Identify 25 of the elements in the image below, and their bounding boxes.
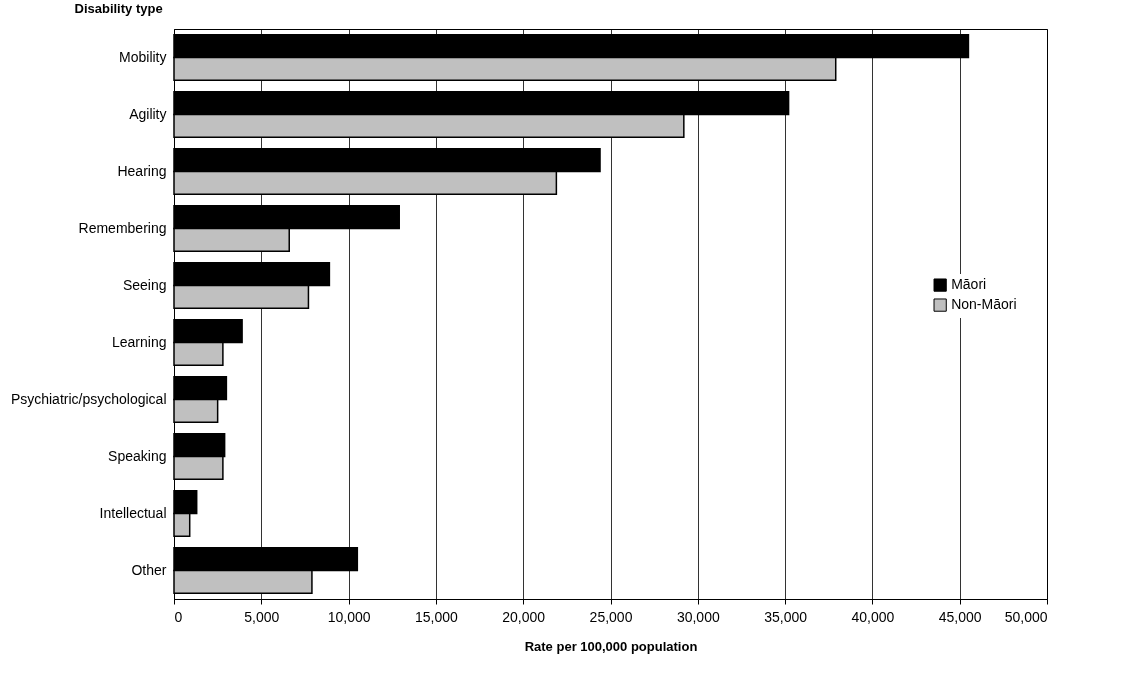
y-tick-label: Learning [112, 333, 167, 350]
x-tick-label: 40,000 [851, 608, 895, 625]
x-tick-label: 35,000 [764, 608, 808, 625]
x-tick-label: 15,000 [414, 608, 459, 625]
x-tick-label: 20,000 [502, 608, 546, 625]
legend-label: Non-Māori [951, 296, 1017, 313]
legend-label: Māori [951, 276, 987, 293]
y-tick-label: Intellectual [99, 504, 167, 521]
y-tick-label: Mobility [119, 48, 167, 65]
x-tick-label: 50,000 [1004, 608, 1048, 625]
y-tick-label: Speaking [108, 447, 167, 464]
y-tick-label: Psychiatric/psychological [10, 390, 167, 407]
y-tick-label: Agility [129, 105, 167, 122]
x-tick-label: 30,000 [676, 608, 720, 625]
y-tick-label: Hearing [117, 162, 167, 179]
x-tick-label: 5,000 [244, 608, 280, 625]
x-axis-title: Rate per 100,000 population [524, 638, 698, 654]
x-tick-label: 0 [174, 608, 183, 625]
y-tick-label: Seeing [122, 276, 167, 293]
x-tick-label: 45,000 [938, 608, 982, 625]
y-tick-label: Remembering [78, 219, 167, 236]
y-axis-title: Disability type [74, 0, 163, 16]
x-tick-label: 10,000 [327, 608, 371, 625]
y-tick-label: Other [131, 561, 167, 578]
x-tick-label: 25,000 [589, 608, 633, 625]
